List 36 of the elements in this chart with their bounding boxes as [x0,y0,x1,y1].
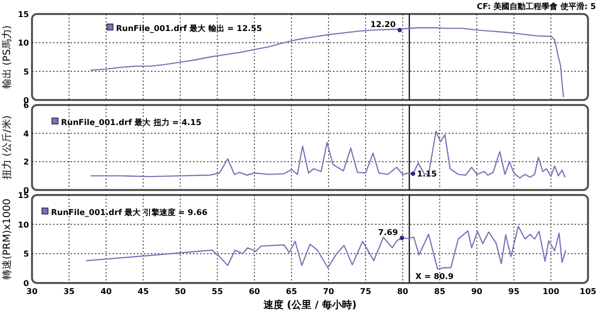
x-tick-label: 65 [286,287,298,296]
annotation: 12.20 [370,20,396,30]
y-tick-label: 15 [18,10,30,19]
y-tick-label: 10 [18,38,30,48]
x-tick-label: 45 [138,287,150,296]
annotation: 1.15 [417,170,438,179]
x-tick-label: 35 [63,287,76,296]
x-tick-label: 50 [174,287,186,296]
y-tick-label: 2 [23,158,29,167]
x-tick-label: 85 [434,287,446,296]
legend-label: RunFile_001.drf 最大 引擎速度 = 9.66 [51,207,208,217]
x-tick-label: 40 [100,287,112,296]
x-tick-label: 90 [471,287,483,296]
y-axis-title: 輸出 (PS馬力) [1,25,13,89]
annotation: 7.69 [378,228,398,237]
x-axis-title: 速度 (公里 / 每小時) [262,299,357,311]
x-tick-label: 60 [248,287,260,296]
y-axis-title: 轉速(PRM)x1000 [1,198,13,280]
x-tick-label: 100 [542,287,560,296]
x-tick-label: 95 [508,287,520,296]
x-tick-label: 30 [26,287,38,296]
ref-line-label: X = 80.9 [415,272,454,281]
legend-label: RunFile_001.drf 最大 扭力 = 4.15 [61,118,202,127]
x-tick-label: 55 [212,287,224,296]
text: CF: 美國自動工程學會 使平滑: 5 [476,1,596,11]
y-tick-label: 5 [23,67,30,76]
x-tick-label: 70 [322,287,335,296]
legend-label: RunFile_001.drf 最大 輸出 = 12.55 [116,24,262,33]
y-tick-label: 0 [23,279,30,288]
x-tick-label: 105 [580,287,597,296]
x-tick-label: 75 [360,287,372,296]
y-tick-label: 5 [23,250,30,259]
y-tick-label: 10 [18,220,30,230]
x-tick-label: 80 [397,287,409,296]
y-tick-label: 4 [23,129,30,138]
y-axis-title: 扭力 (公斤/米) [1,115,13,180]
